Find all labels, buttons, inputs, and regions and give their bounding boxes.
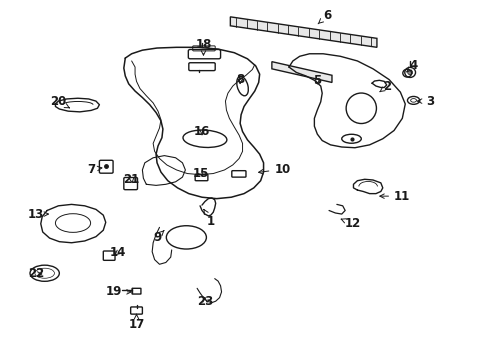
Text: 13: 13 bbox=[28, 208, 49, 221]
Text: 3: 3 bbox=[417, 95, 434, 108]
Text: 16: 16 bbox=[194, 125, 210, 138]
Text: 21: 21 bbox=[123, 173, 140, 186]
Text: 11: 11 bbox=[380, 190, 410, 203]
Text: 4: 4 bbox=[407, 59, 417, 72]
Text: 12: 12 bbox=[341, 217, 361, 230]
Text: 17: 17 bbox=[128, 314, 145, 331]
Polygon shape bbox=[230, 17, 377, 47]
Polygon shape bbox=[272, 62, 332, 82]
Text: 23: 23 bbox=[197, 295, 213, 308]
Text: 14: 14 bbox=[110, 246, 126, 259]
Text: 19: 19 bbox=[105, 285, 131, 298]
Text: 22: 22 bbox=[28, 267, 44, 280]
Text: 15: 15 bbox=[193, 167, 209, 180]
Text: 9: 9 bbox=[153, 230, 164, 244]
Text: 1: 1 bbox=[204, 210, 215, 228]
Text: 18: 18 bbox=[196, 38, 212, 55]
Ellipse shape bbox=[408, 70, 413, 75]
Text: 8: 8 bbox=[236, 73, 244, 86]
Text: 5: 5 bbox=[313, 74, 321, 87]
Text: 10: 10 bbox=[259, 163, 291, 176]
Text: 2: 2 bbox=[380, 80, 391, 93]
Text: 7: 7 bbox=[87, 163, 102, 176]
Text: 20: 20 bbox=[50, 95, 70, 108]
Text: 6: 6 bbox=[318, 9, 331, 24]
